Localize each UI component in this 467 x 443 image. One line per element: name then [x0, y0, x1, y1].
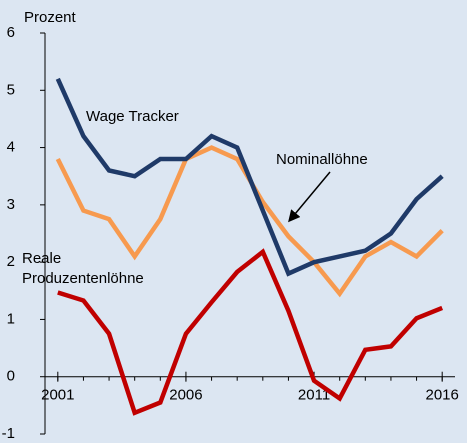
y-axis-label: Prozent — [24, 9, 77, 26]
x-tick-label: 2016 — [426, 387, 459, 404]
annotation-arrow — [288, 171, 331, 223]
x-tick-label: 2006 — [169, 387, 202, 404]
y-tick-label: 2 — [7, 253, 15, 270]
y-tick-label: 6 — [7, 24, 15, 41]
y-tick-label: 5 — [7, 81, 15, 98]
y-tick-label: 4 — [7, 139, 15, 156]
y-tick-label: 0 — [7, 368, 15, 385]
y-tick-label: 1 — [7, 310, 15, 327]
y-tick-label: 3 — [7, 196, 15, 213]
series-line — [55, 77, 444, 277]
annotation: Wage Tracker — [86, 108, 179, 125]
x-tick-label: 2001 — [41, 387, 74, 404]
annotation: Reale — [22, 250, 61, 267]
annotation: Nominallöhne — [276, 151, 368, 168]
y-tick-label: -1 — [2, 425, 15, 442]
series-line — [57, 248, 444, 416]
x-tick-label: 2011 — [298, 387, 330, 404]
annotation: Produzentenlöhne — [22, 270, 144, 287]
